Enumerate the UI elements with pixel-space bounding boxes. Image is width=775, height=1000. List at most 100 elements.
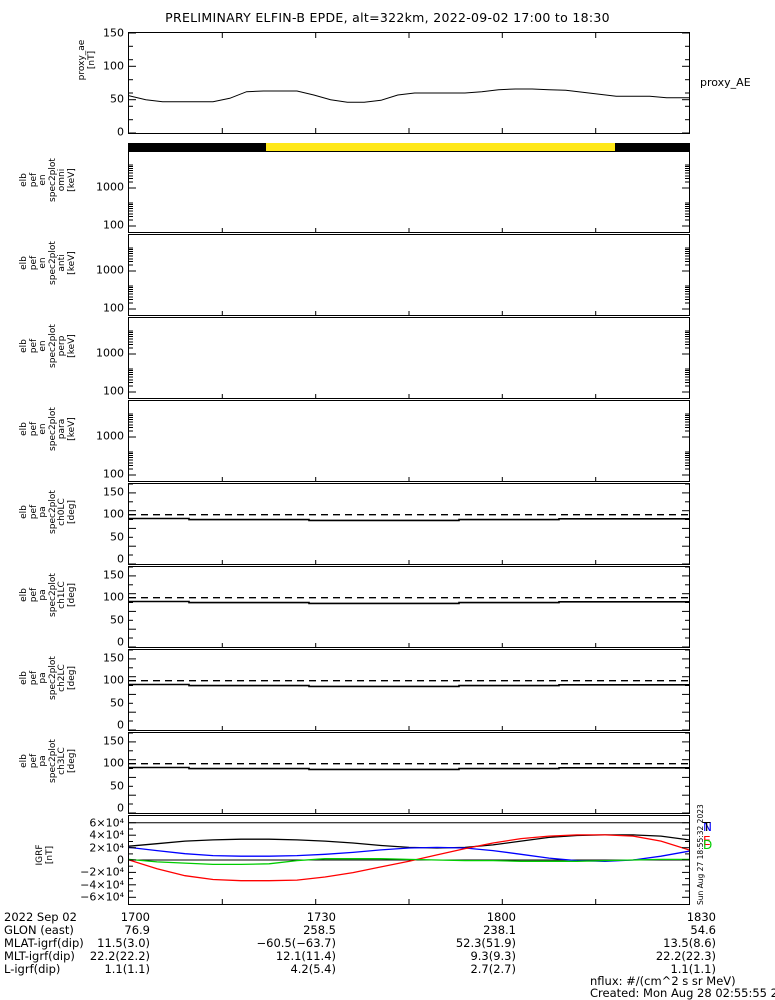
ytick-en-perp-100: 100 (103, 384, 124, 398)
ytick-igrf-m4: −4×10⁴ (80, 878, 124, 892)
info-mlt-1830: 22.2(22.3) (655, 949, 716, 963)
panel-proxy-ae-bottom-ticks (221, 128, 597, 133)
info-row-label-l: L-igrf(dip) (4, 962, 61, 976)
proxy-ae-plot (129, 88, 689, 103)
panel-en-omni (128, 151, 690, 233)
igrf-plot (129, 822, 689, 882)
panel-en-para (128, 400, 690, 482)
ytick-en-anti-100: 100 (103, 301, 124, 315)
panel-pa-ch0lc (128, 483, 690, 565)
xtick-1700: 1700 (120, 910, 150, 924)
panel-proxy-ae-top-ticks (221, 33, 597, 38)
panel-pa-ch1lc (128, 566, 690, 648)
ytick-pa-ch0lc-0: 0 (117, 552, 124, 566)
ytick-pa-ch2lc-150: 150 (103, 651, 124, 665)
panel-pa-ch3lc-bottom-ticks (221, 809, 597, 813)
footer-created: Created: Mon Aug 28 02:55:55 2023 (590, 986, 775, 1000)
ytick-proxy-ae-50: 50 (110, 92, 124, 106)
ytick-pa-ch1lc-150: 150 (103, 568, 124, 582)
info-l-1730: 4.2(5.4) (290, 962, 336, 976)
info-row-label-mlat: MLAT-igrf(dip) (4, 936, 84, 950)
legend-igrf-t: T (703, 820, 711, 834)
info-mlt-1700: 22.2(22.2) (89, 949, 150, 963)
info-mlat-1730: −60.5(−63.7) (256, 936, 336, 950)
panel-en-anti (128, 234, 690, 316)
panel-proxy-ae (128, 32, 690, 134)
science-zone-segment-yellow (266, 143, 615, 151)
ytick-pa-ch3lc-0: 0 (117, 801, 124, 815)
axis-label-igrf: IGRF [nT] (35, 844, 55, 866)
ytick-pa-ch3lc-100: 100 (103, 756, 124, 770)
igrf-total-curve (129, 834, 689, 849)
panel-pa-ch2lc (128, 649, 690, 731)
panel-pa-ch1lc-bottom-ticks (221, 643, 597, 647)
ytick-pa-ch3lc-150: 150 (103, 734, 124, 748)
panel-pa-ch1lc-right-ticks (682, 567, 689, 647)
pa-ch2lc-plot (129, 680, 689, 688)
info-mlt-1800: 9.3(9.3) (470, 949, 516, 963)
info-mlat-1830: 13.5(8.6) (663, 936, 716, 950)
info-mlat-1700: 11.5(3.0) (97, 936, 150, 950)
info-mlt-1730: 12.1(11.4) (275, 949, 336, 963)
axis-label-pa-ch3lc: elb pef pa spec2plot ch3LC [deg] (19, 739, 77, 783)
science-zone-bar (128, 143, 690, 151)
ytick-igrf-m2: −2×10⁴ (80, 865, 124, 879)
axis-label-proxy-ae: proxy_ae [nT] (77, 39, 97, 81)
ytick-pa-ch1lc-0: 0 (117, 635, 124, 649)
ytick-igrf-p6: 6×10⁴ (89, 816, 124, 830)
ytick-pa-ch0lc-150: 150 (103, 485, 124, 499)
ytick-igrf-p2: 2×10⁴ (89, 841, 124, 855)
panel-en-omni-bottom-ticks (221, 228, 597, 232)
panel-en-anti-left-ticks (129, 247, 136, 310)
panel-en-para-left-ticks (129, 413, 136, 476)
panel-pa-ch3lc-left-ticks (129, 733, 136, 813)
info-row-label-mlt: MLT-igrf(dip) (4, 949, 75, 963)
loss-cone-solid-line (129, 766, 689, 771)
panel-pa-ch0lc-bottom-ticks (221, 560, 597, 564)
panel-en-omni-left-ticks (129, 164, 136, 227)
ytick-pa-ch0lc-50: 50 (110, 530, 124, 544)
ytick-pa-ch0lc-100: 100 (103, 507, 124, 521)
panel-en-anti-right-ticks (682, 247, 689, 310)
panel-igrf-left-ticks (129, 822, 136, 898)
panel-en-perp-bottom-ticks (221, 394, 597, 398)
ytick-igrf-0: 0 (117, 853, 124, 867)
info-row-label-glon: GLON (east) (4, 923, 74, 937)
footer-units: nflux: #/(cm^2 s sr MeV) (590, 974, 736, 988)
info-glon-1830: 54.6 (690, 923, 716, 937)
panel-proxy-ae-left-ticks (129, 33, 136, 133)
panel-proxy-ae-right-ticks (682, 33, 689, 133)
ytick-igrf-m6: −6×10⁴ (80, 890, 124, 904)
panel-pa-ch3lc (128, 732, 690, 814)
panel-en-perp (128, 317, 690, 399)
panel-en-perp-left-ticks (129, 330, 136, 393)
panel-pa-ch2lc-left-ticks (129, 650, 136, 730)
ytick-pa-ch2lc-100: 100 (103, 673, 124, 687)
panel-igrf-right-ticks (682, 822, 689, 898)
panel-en-omni-right-ticks (682, 164, 689, 227)
ytick-proxy-ae-0: 0 (117, 125, 124, 139)
pa-ch0lc-plot (129, 514, 689, 522)
igrf-d-curve (129, 858, 689, 866)
ytick-en-para-100: 100 (103, 467, 124, 481)
ytick-proxy-ae-150: 150 (103, 26, 124, 40)
legend-igrf-d: D (703, 838, 713, 852)
panel-pa-ch0lc-right-ticks (682, 484, 689, 564)
loss-cone-solid-line (129, 683, 689, 688)
loss-cone-solid-line (129, 600, 689, 605)
info-l-1800: 2.7(2.7) (470, 962, 516, 976)
igrf-e-curve (129, 834, 689, 882)
panel-pa-ch3lc-right-ticks (682, 733, 689, 813)
ytick-proxy-ae-100: 100 (103, 59, 124, 73)
ytick-pa-ch2lc-50: 50 (110, 696, 124, 710)
ytick-en-para-1000: 1000 (96, 429, 124, 443)
ytick-igrf-p4: 4×10⁴ (89, 828, 124, 842)
info-glon-1700: 76.9 (124, 923, 150, 937)
proxy-ae-curve (129, 88, 689, 103)
info-date-label: 2022 Sep 02 (4, 910, 77, 924)
info-glon-1730: 258.5 (303, 923, 336, 937)
xtick-1730: 1730 (306, 910, 336, 924)
ytick-en-omni-1000: 1000 (96, 180, 124, 194)
info-mlat-1800: 52.3(51.9) (455, 936, 516, 950)
panel-pa-ch0lc-left-ticks (129, 484, 136, 564)
